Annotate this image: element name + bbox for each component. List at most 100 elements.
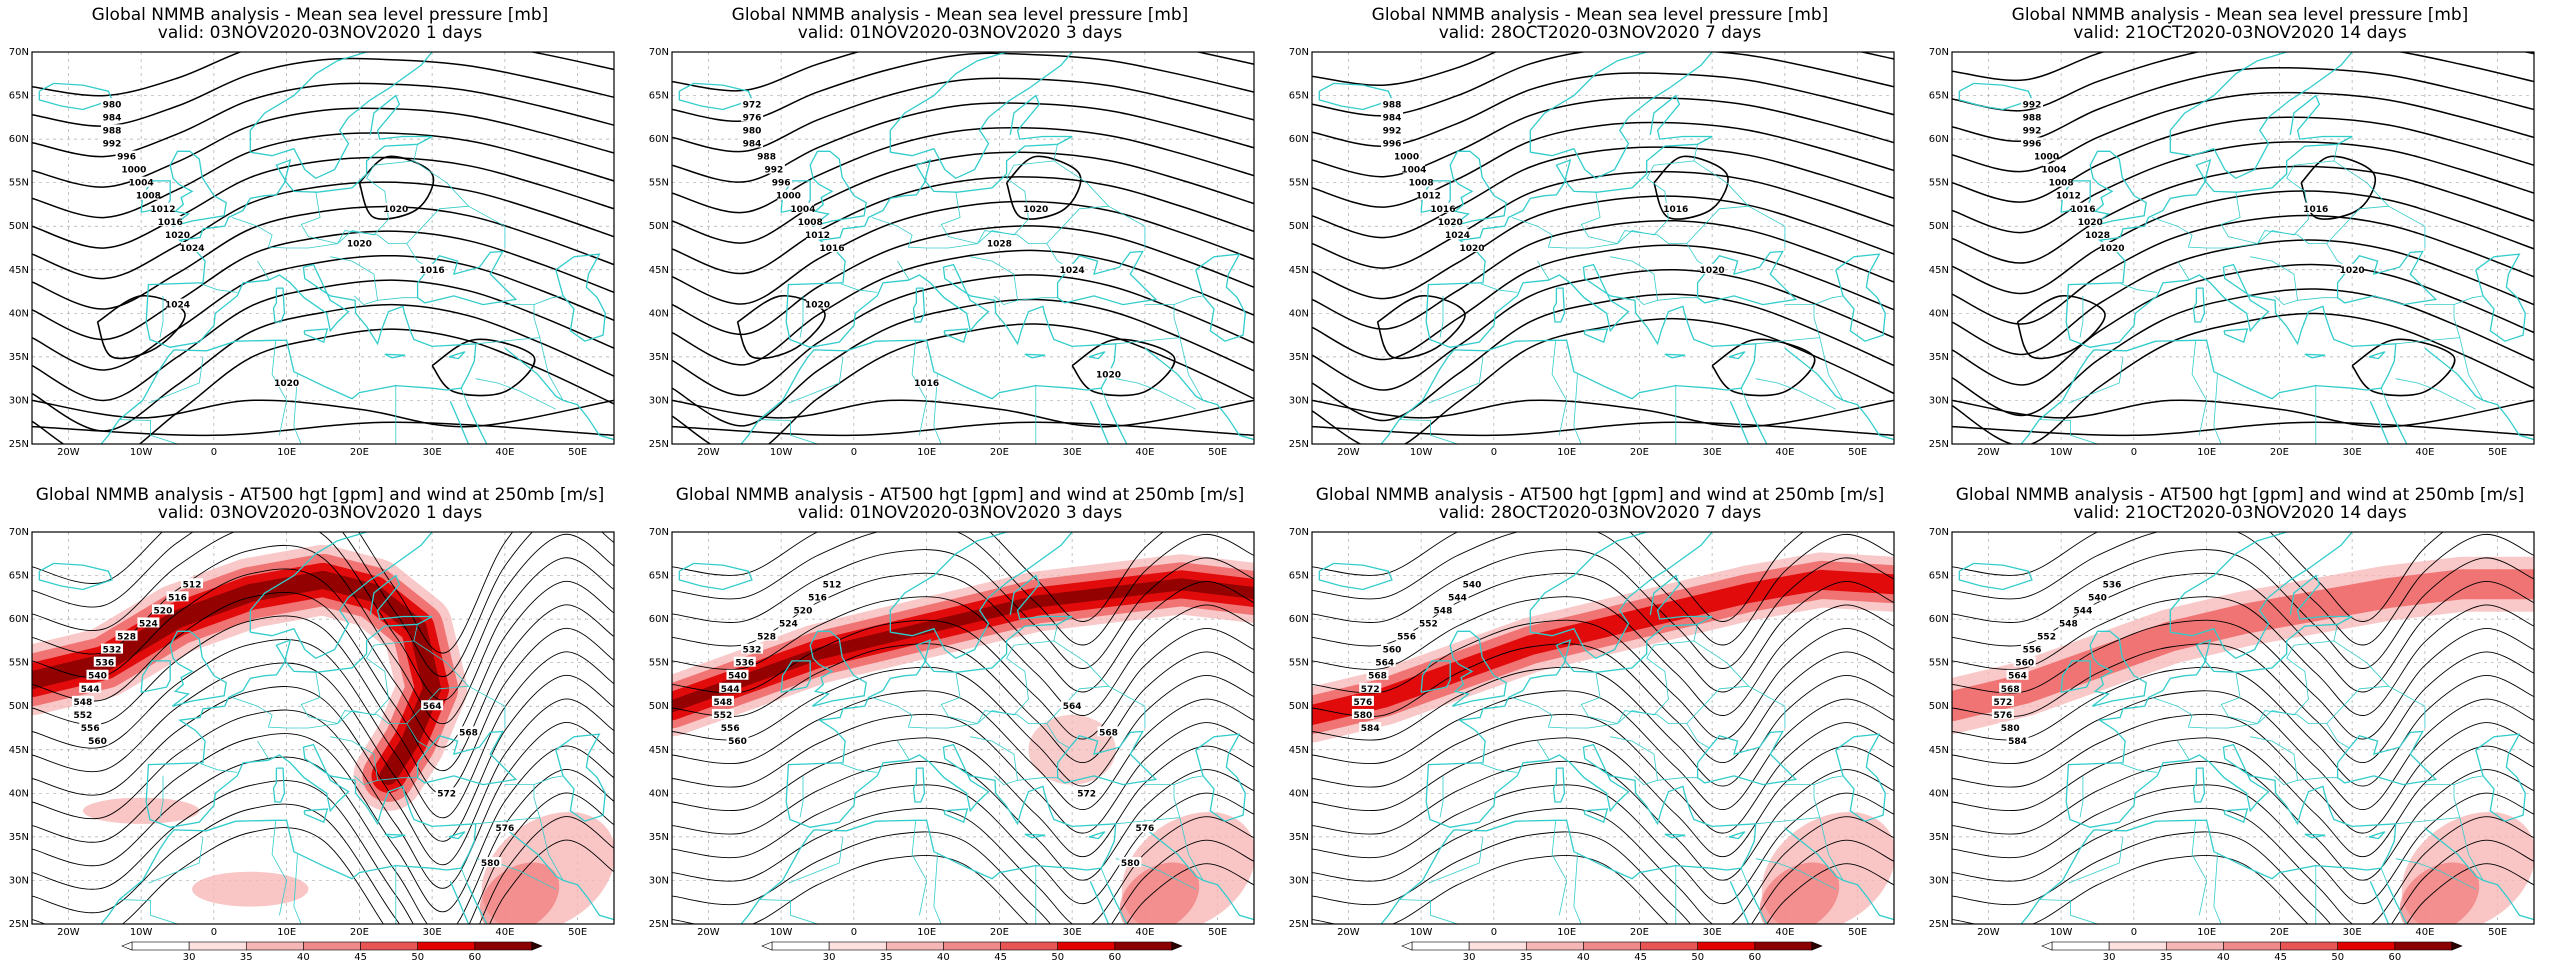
contour-label-bg xyxy=(2079,215,2102,226)
coastline xyxy=(2336,730,2438,786)
contour-label: 520 xyxy=(154,606,173,616)
coastline xyxy=(1107,884,1128,924)
isobar-contour xyxy=(32,328,614,444)
isobar-contour xyxy=(1376,295,1466,360)
coastline xyxy=(416,730,518,786)
contour-label-bg xyxy=(181,242,204,252)
contour-label-bg xyxy=(71,708,94,719)
isobar-contour xyxy=(1312,532,1894,646)
mslp-panel-1: Global NMMB analysis - Mean sea level pr… xyxy=(0,0,640,450)
lat-tick-label: 65N xyxy=(1289,571,1309,582)
lon-tick-label: 10E xyxy=(1557,927,1576,938)
contour-label: 992 xyxy=(103,139,122,149)
contour-label-bg xyxy=(1417,617,1440,628)
contour-label: 548 xyxy=(74,698,93,708)
lat-tick-label: 60N xyxy=(1929,614,1949,625)
country-border xyxy=(897,740,909,761)
contour-label: 1020 xyxy=(1460,244,1485,254)
isobar-contour xyxy=(96,295,186,360)
lat-tick-label: 30N xyxy=(649,395,669,406)
colorbar-tick-label: 60 xyxy=(1748,952,1761,960)
contour-label-bg xyxy=(101,643,124,654)
lon-tick-label: 40E xyxy=(1135,447,1154,458)
contour-label-bg xyxy=(1381,137,1404,148)
contour-label: 1016 xyxy=(1663,205,1688,215)
lat-tick-label: 60N xyxy=(649,614,669,625)
contour-label-bg xyxy=(1439,215,1462,226)
lat-tick-label: 65N xyxy=(649,91,669,102)
lat-tick-label: 30N xyxy=(9,395,29,406)
contour-label: 980 xyxy=(743,126,762,136)
coastline xyxy=(1318,562,1393,591)
colorbar-segment xyxy=(2280,941,2339,951)
isobar-contour xyxy=(32,254,614,371)
contour-label-bg xyxy=(1061,263,1084,274)
contour-label: 544 xyxy=(2074,606,2093,616)
colorbar-segment xyxy=(131,941,190,951)
lon-tick-label: 10E xyxy=(917,447,936,458)
colorbar-tick-label: 60 xyxy=(468,952,481,960)
colorbar-tick-label: 50 xyxy=(1691,952,1704,960)
contour-label-bg xyxy=(1075,787,1098,798)
lat-tick-label: 70N xyxy=(649,47,669,58)
contour-label: 516 xyxy=(808,593,827,603)
country-border xyxy=(475,378,556,410)
lat-tick-label: 40N xyxy=(9,788,29,799)
contour-label-bg xyxy=(86,669,109,680)
isobar-contour xyxy=(1952,760,2534,881)
contour-label-bg xyxy=(101,111,124,122)
colorbar-arrow xyxy=(1401,941,1413,951)
lat-tick-label: 50N xyxy=(649,701,669,712)
coastline xyxy=(2475,253,2526,342)
isobar-contour xyxy=(672,77,1254,153)
contour-label-bg xyxy=(86,735,109,746)
isobar-contour xyxy=(672,619,1254,740)
colorbar-segment xyxy=(360,941,419,951)
coastline xyxy=(1747,404,1768,444)
coastline xyxy=(1842,879,1894,921)
colorbar-segment xyxy=(303,941,361,951)
coastline xyxy=(1552,767,1566,803)
isobar-contour xyxy=(1952,807,2534,924)
contour-label: 564 xyxy=(1375,659,1394,669)
country-border xyxy=(2424,295,2484,305)
coastline xyxy=(1088,351,1106,360)
country-border xyxy=(200,283,238,293)
coastline xyxy=(2304,833,2326,839)
isobar-contour xyxy=(672,784,1254,905)
coastline xyxy=(740,574,1117,924)
isobar-contour xyxy=(1312,666,1894,787)
isobar-contour xyxy=(1711,338,1816,397)
coastline xyxy=(2192,287,2206,323)
wind-speed-shading xyxy=(1759,862,1840,924)
lat-tick-label: 45N xyxy=(9,265,29,276)
country-border xyxy=(1537,740,1549,761)
contour-label: 980 xyxy=(103,100,122,110)
isobar-contour xyxy=(32,591,614,772)
map-area: 972 976 980 984 988 992 996 1000 1004 1008 1012 101… xyxy=(672,52,1254,444)
z500-wind-panel-3: Global NMMB analysis - AT500 hgt [gpm] a… xyxy=(1280,480,1920,960)
lat-tick-label: 50N xyxy=(1289,221,1309,232)
contour-label-bg xyxy=(1381,111,1404,122)
country-border xyxy=(1511,697,1710,749)
colorbar-arrow xyxy=(2451,941,2463,951)
coastline xyxy=(1449,630,1507,707)
contour-label: 584 xyxy=(1361,724,1380,734)
contour-label: 1000 xyxy=(776,192,801,202)
isobar-contour xyxy=(32,638,614,819)
country-border xyxy=(788,356,844,404)
country-border xyxy=(1740,868,1749,885)
colorbar-tick-label: 50 xyxy=(2331,952,2344,960)
country-border xyxy=(271,340,288,436)
country-border xyxy=(300,143,418,245)
lon-tick-label: 0 xyxy=(1491,447,1497,458)
contour-label: 520 xyxy=(794,606,813,616)
lat-tick-label: 65N xyxy=(1289,91,1309,102)
colorbar-segment xyxy=(1057,941,1116,951)
isobar-contour xyxy=(32,615,614,795)
coastline xyxy=(448,351,466,360)
isobar-contour xyxy=(1952,399,2534,428)
country-border xyxy=(1610,736,1659,786)
isobar-contour xyxy=(1312,121,1894,208)
